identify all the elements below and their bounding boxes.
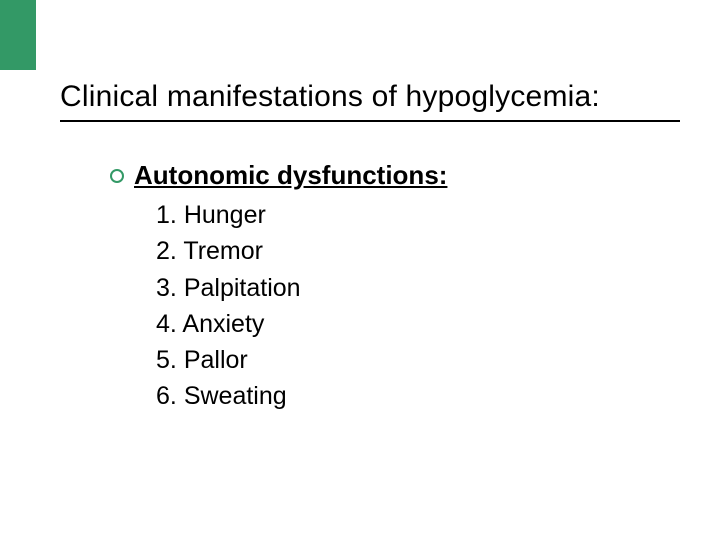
list-item: Sweating (156, 378, 660, 414)
list-item: Hunger (156, 197, 660, 233)
section-heading: Autonomic dysfunctions: (134, 160, 447, 191)
list-item: Anxiety (156, 306, 660, 342)
slide-title: Clinical manifestations of hypoglycemia: (60, 80, 680, 122)
section-heading-row: Autonomic dysfunctions: (110, 160, 660, 191)
slide: Clinical manifestations of hypoglycemia:… (0, 0, 720, 540)
ring-bullet-icon (110, 169, 124, 183)
list-item: Pallor (156, 342, 660, 378)
slide-body: Autonomic dysfunctions: Hunger Tremor Pa… (110, 160, 660, 415)
list-item: Tremor (156, 233, 660, 269)
list-item: Palpitation (156, 270, 660, 306)
numbered-list: Hunger Tremor Palpitation Anxiety Pallor… (156, 197, 660, 415)
corner-accent (0, 0, 36, 70)
